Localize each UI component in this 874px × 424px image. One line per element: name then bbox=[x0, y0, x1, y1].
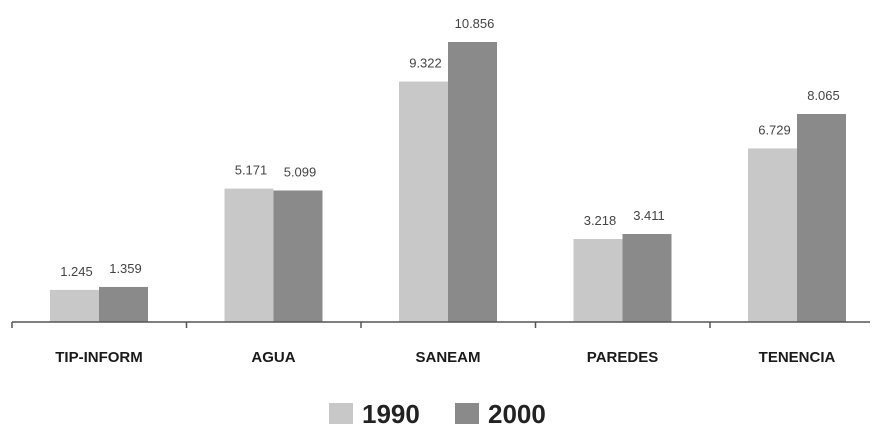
bars-group bbox=[50, 42, 846, 323]
data-label-agua-2000: 5.099 bbox=[284, 164, 317, 179]
bar-tip-inform-1990 bbox=[50, 289, 99, 322]
bar-paredes-1990 bbox=[573, 239, 623, 322]
data-label-tenencia-2000: 8.065 bbox=[807, 88, 840, 103]
data-label-tenencia-1990: 6.729 bbox=[758, 122, 791, 137]
bar-agua-1990 bbox=[224, 188, 274, 322]
data-label-saneam-2000: 10.856 bbox=[455, 16, 495, 31]
x-axis-ticks bbox=[11, 322, 711, 328]
x-tick-label-paredes: PAREDES bbox=[587, 349, 658, 366]
data-label-tip-inform-1990: 1.245 bbox=[60, 264, 93, 279]
bar-tip-inform-2000 bbox=[99, 286, 148, 322]
bar-tenencia-1990 bbox=[748, 148, 797, 322]
bar-saneam-2000 bbox=[448, 42, 497, 322]
x-axis-tick-labels: TIP-INFORM AGUA SANEAM PAREDES TENENCIA bbox=[55, 349, 835, 366]
x-tick-label-tenencia: TENENCIA bbox=[759, 349, 836, 366]
legend-swatch-2000 bbox=[455, 403, 479, 424]
data-label-agua-1990: 5.171 bbox=[235, 163, 268, 178]
legend-label-2000: 2000 bbox=[488, 399, 546, 424]
x-tick-label-saneam: SANEAM bbox=[415, 349, 480, 366]
data-label-tip-inform-2000: 1.359 bbox=[109, 261, 142, 276]
data-label-paredes-1990: 3.218 bbox=[584, 213, 617, 228]
x-tick-label-agua: AGUA bbox=[251, 349, 295, 366]
data-label-paredes-2000: 3.411 bbox=[633, 208, 665, 223]
data-labels-group: 1.245 1.359 5.171 5.099 9.322 10.856 3.218 3.41… bbox=[60, 16, 840, 279]
bar-agua-2000 bbox=[273, 190, 323, 322]
legend-label-1990: 1990 bbox=[362, 399, 420, 424]
data-label-saneam-1990: 9.322 bbox=[409, 56, 442, 71]
legend-swatch-1990 bbox=[329, 403, 353, 424]
bar-saneam-1990 bbox=[399, 81, 448, 322]
x-tick-label-tip-inform: TIP-INFORM bbox=[55, 349, 143, 366]
bar-paredes-2000 bbox=[622, 234, 672, 322]
legend: 1990 2000 bbox=[329, 399, 546, 424]
bar-tenencia-2000 bbox=[797, 113, 846, 323]
